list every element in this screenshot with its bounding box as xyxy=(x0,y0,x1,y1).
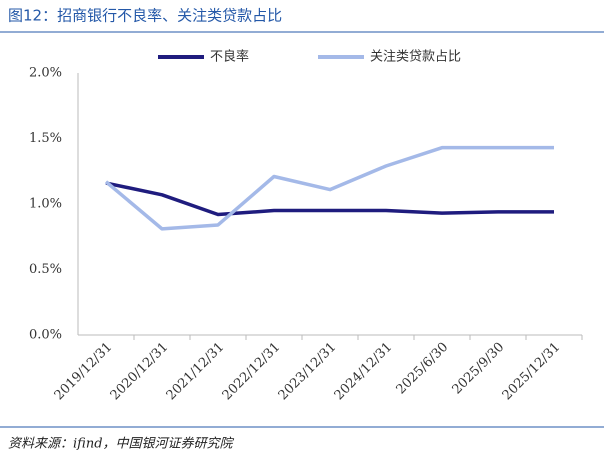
x-tick-label: 2025/12/31 xyxy=(500,340,564,404)
line-series xyxy=(105,181,554,217)
legend-label: 关注类贷款占比 xyxy=(370,50,461,65)
x-tick-label: 2022/12/31 xyxy=(220,340,284,404)
y-tick-label: 0.0% xyxy=(29,328,62,343)
source-note: 资料来源：ifind，中国银河证券研究院 xyxy=(8,436,235,452)
x-tick-label: 2023/12/31 xyxy=(276,340,340,404)
chart-title: 图12：招商银行不良率、关注类贷款占比 xyxy=(8,7,282,25)
x-tick-label: 2020/12/31 xyxy=(108,340,172,404)
legend-label: 不良率 xyxy=(210,49,249,65)
x-tick-label: 2025/6/30 xyxy=(394,340,452,398)
y-tick-label: 1.5% xyxy=(29,131,62,146)
y-tick-label: 2.0% xyxy=(29,66,62,81)
x-tick-label: 2025/9/30 xyxy=(450,340,508,398)
y-tick-label: 1.0% xyxy=(29,197,62,212)
x-tick-label: 2019/12/31 xyxy=(52,340,116,404)
line-series xyxy=(104,145,554,231)
x-tick-label: 2024/12/31 xyxy=(332,340,396,404)
y-tick-label: 0.5% xyxy=(29,262,62,277)
x-tick-label: 2021/12/31 xyxy=(164,340,228,404)
